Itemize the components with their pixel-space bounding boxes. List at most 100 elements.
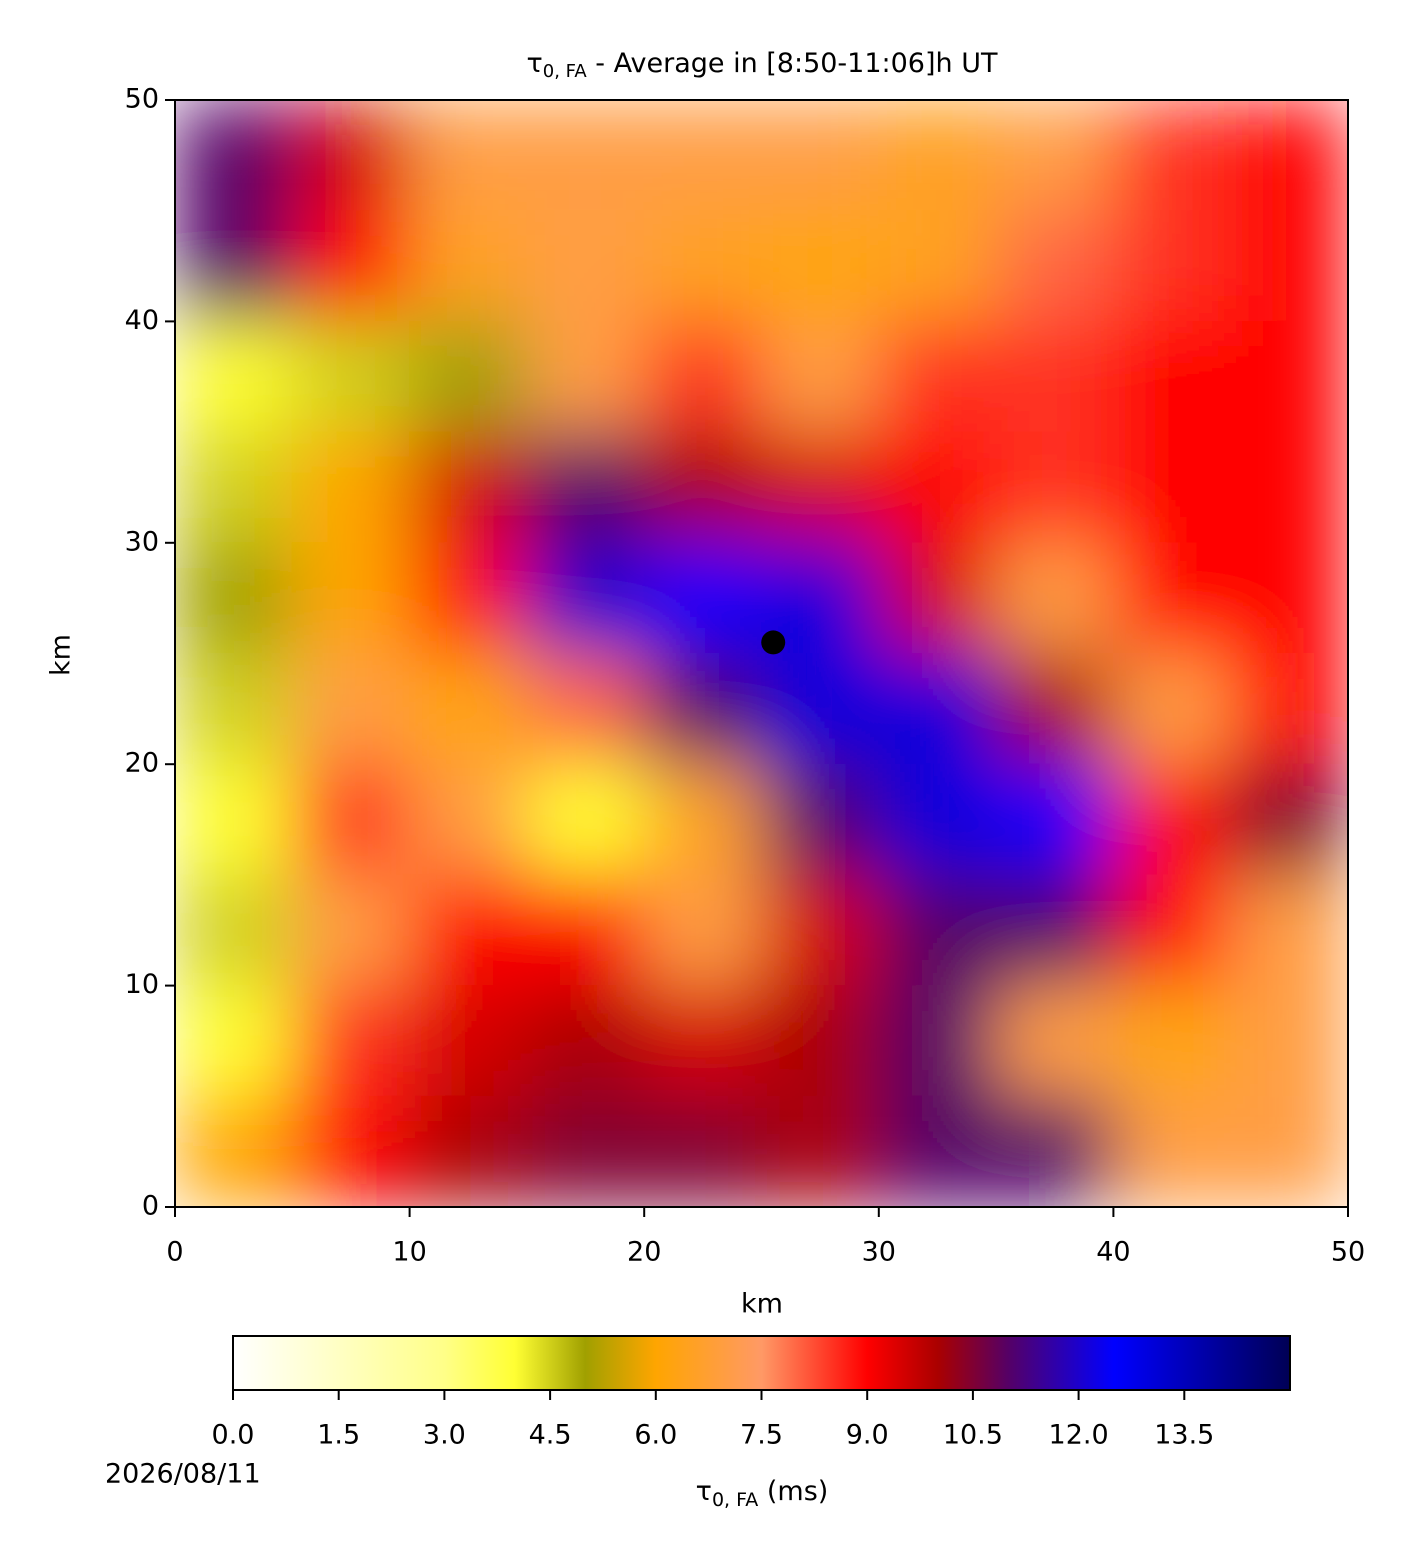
- colorbar-tick-label: 1.5: [317, 1420, 360, 1451]
- heat-cell: [1230, 653, 1348, 765]
- heat-cell: [995, 100, 1114, 212]
- cbar-text: (ms): [758, 1476, 828, 1507]
- heat-cell: [409, 320, 528, 433]
- chart-title: τ0, FA - Average in [8:50-11:06]h UT: [527, 48, 998, 83]
- x-tick-label: 50: [1331, 1237, 1365, 1268]
- heat-cell: [643, 431, 762, 544]
- heat-cell: [1112, 985, 1232, 1097]
- heat-cell: [526, 210, 645, 322]
- y-tick-label: 20: [125, 748, 159, 779]
- heat-cell: [409, 100, 528, 212]
- heat-cell: [175, 431, 293, 544]
- heat-cell: [409, 653, 528, 765]
- heat-cell: [995, 653, 1114, 765]
- heat-cell: [1112, 763, 1232, 876]
- heat-cell: [995, 431, 1114, 544]
- heat-cell: [643, 1095, 762, 1207]
- heat-cell: [526, 320, 645, 433]
- heat-cell: [643, 210, 762, 322]
- colorbar-tick-label: 12.0: [1049, 1420, 1109, 1451]
- heat-cell: [175, 1095, 293, 1207]
- heat-cell: [409, 431, 528, 544]
- heat-cell: [526, 431, 645, 544]
- heat-cell: [409, 542, 528, 654]
- heat-cell: [175, 210, 293, 322]
- title-text: - Average in [8:50-11:06]h UT: [587, 48, 998, 79]
- heat-cell: [1230, 1095, 1348, 1207]
- heat-cell: [526, 985, 645, 1097]
- heat-cell: [291, 763, 411, 876]
- heat-cell: [643, 874, 762, 987]
- heat-cell: [643, 985, 762, 1097]
- heat-cell: [878, 542, 997, 654]
- heat-cell: [995, 320, 1114, 433]
- heat-cell: [1112, 100, 1232, 212]
- y-tick-label: 30: [125, 526, 159, 557]
- heat-cell: [175, 542, 293, 654]
- colorbar-tick-label: 3.0: [423, 1420, 466, 1451]
- heat-cell: [291, 542, 411, 654]
- colorbar-tick-label: 0.0: [212, 1420, 255, 1451]
- heat-cell: [1112, 542, 1232, 654]
- heat-cell: [761, 985, 880, 1097]
- heat-cell: [175, 100, 293, 212]
- heat-cell: [878, 874, 997, 987]
- colorbar-tick-label: 13.5: [1154, 1420, 1214, 1451]
- heat-cell: [761, 763, 880, 876]
- y-tick-label: 50: [125, 84, 159, 115]
- heat-cell: [995, 542, 1114, 654]
- heat-cell: [1230, 985, 1348, 1097]
- x-tick-label: 0: [166, 1237, 183, 1268]
- heatmap: [175, 100, 1348, 1207]
- heat-cell: [291, 1095, 411, 1207]
- heat-cell: [175, 874, 293, 987]
- heat-cell: [526, 874, 645, 987]
- heat-cell: [291, 100, 411, 212]
- colorbar-label: τ0, FA (ms): [696, 1476, 829, 1511]
- heat-cell: [291, 320, 411, 433]
- heat-cell: [995, 763, 1114, 876]
- heat-cell: [995, 210, 1114, 322]
- x-axis-label: km: [741, 1289, 783, 1320]
- heat-cell: [878, 431, 997, 544]
- heat-cell: [761, 210, 880, 322]
- heat-cell: [409, 1095, 528, 1207]
- heat-cell: [995, 1095, 1114, 1207]
- heat-cell: [1230, 542, 1348, 654]
- heat-cell: [878, 100, 997, 212]
- date: 2026/08/11: [105, 1459, 261, 1490]
- heat-cell: [761, 320, 880, 433]
- x-tick-label: 20: [627, 1237, 661, 1268]
- heat-cell: [291, 431, 411, 544]
- heat-cell: [1112, 431, 1232, 544]
- heat-cell: [878, 320, 997, 433]
- heat-cell: [526, 653, 645, 765]
- heat-cell: [878, 210, 997, 322]
- heat-cell: [526, 542, 645, 654]
- heat-cell: [1230, 210, 1348, 322]
- heat-cell: [1230, 100, 1348, 212]
- heat-cell: [761, 1095, 880, 1207]
- heat-cell: [291, 653, 411, 765]
- heat-cell: [526, 763, 645, 876]
- heat-cell: [291, 985, 411, 1097]
- y-tick-label: 0: [142, 1191, 159, 1222]
- heat-cell: [643, 100, 762, 212]
- colorbar-tick-label: 4.5: [529, 1420, 572, 1451]
- heat-cell: [643, 763, 762, 876]
- colorbar-tick-label: 7.5: [740, 1420, 783, 1451]
- heat-cell: [1112, 874, 1232, 987]
- heat-cell: [409, 763, 528, 876]
- marker-point: [761, 630, 786, 655]
- title-subscript: 0, FA: [543, 61, 588, 82]
- colorbar-tick-label: 6.0: [634, 1420, 677, 1451]
- heat-cell: [878, 1095, 997, 1207]
- y-axis-label: km: [46, 634, 77, 676]
- heat-cell: [1112, 210, 1232, 322]
- heat-cell: [175, 653, 293, 765]
- heat-cell: [291, 210, 411, 322]
- heat-cell: [761, 431, 880, 544]
- heat-cell: [1230, 874, 1348, 987]
- heat-cell: [761, 653, 880, 765]
